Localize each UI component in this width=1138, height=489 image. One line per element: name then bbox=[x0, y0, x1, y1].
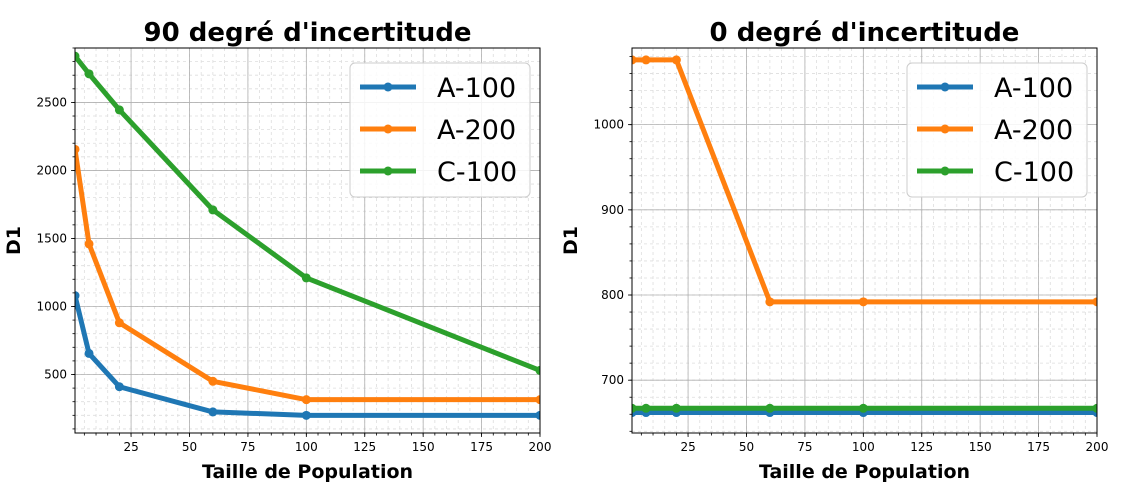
data-point-C-100 bbox=[301, 273, 311, 283]
chart-1: 25 50 75 100 125 150 175 200 500 1000 1500 2000 2500… bbox=[3, 18, 551, 483]
data-point-A-200 bbox=[641, 55, 651, 65]
data-point-A-100 bbox=[208, 407, 218, 417]
data-point-A-100 bbox=[84, 348, 94, 358]
legend: A-100 A-200 C-100 bbox=[349, 62, 531, 198]
series-group bbox=[632, 55, 1097, 418]
data-point-C-100 bbox=[208, 205, 218, 215]
legend-label: C-100 bbox=[994, 157, 1074, 188]
axes-frame bbox=[631, 47, 1098, 434]
x-tick-label: 200 bbox=[529, 440, 552, 454]
x-tick-label: 50 bbox=[739, 440, 754, 454]
data-point-C-100 bbox=[1092, 403, 1097, 413]
legend-label: A-200 bbox=[437, 115, 516, 146]
x-axis-label: Taille de Population bbox=[202, 461, 413, 483]
data-point-C-100 bbox=[641, 403, 651, 413]
series-group bbox=[75, 51, 540, 420]
data-point-A-100 bbox=[535, 410, 540, 420]
y-tick-label: 1500 bbox=[36, 231, 67, 245]
y-tick-label: 700 bbox=[601, 373, 624, 387]
data-point-A-200 bbox=[301, 395, 311, 405]
data-point-A-200 bbox=[84, 239, 94, 249]
x-tick-label: 175 bbox=[470, 440, 493, 454]
series-line-A-100 bbox=[75, 295, 540, 418]
legend-swatch-marker bbox=[940, 166, 950, 176]
data-point-A-200 bbox=[632, 55, 637, 65]
x-tick-label: 175 bbox=[1027, 440, 1050, 454]
legend-box bbox=[906, 62, 1088, 198]
data-point-A-200 bbox=[208, 376, 218, 386]
data-point-C-100 bbox=[84, 69, 94, 79]
data-point-C-100 bbox=[671, 403, 681, 413]
y-tick-label: 1000 bbox=[593, 118, 624, 132]
x-tick-label: 150 bbox=[969, 440, 992, 454]
chart-2: 25 50 75 100 125 150 175 200 700 800 900 1000 0 degr… bbox=[560, 18, 1108, 483]
y-tick-label: 800 bbox=[601, 288, 624, 302]
data-point-A-100 bbox=[75, 291, 80, 301]
minor-grid bbox=[632, 48, 1098, 433]
data-point-C-100 bbox=[632, 403, 637, 413]
data-point-C-100 bbox=[765, 403, 775, 413]
x-tick-label: 25 bbox=[123, 440, 138, 454]
data-point-A-100 bbox=[301, 410, 311, 420]
major-grid bbox=[75, 48, 541, 433]
data-point-A-200 bbox=[765, 297, 775, 307]
y-tick-label: 1000 bbox=[36, 299, 67, 313]
x-tick-label: 100 bbox=[852, 440, 875, 454]
data-point-A-200 bbox=[858, 297, 868, 307]
legend-box bbox=[349, 62, 531, 198]
x-tick-label: 125 bbox=[353, 440, 376, 454]
x-tick-label: 100 bbox=[295, 440, 318, 454]
x-tick-label: 200 bbox=[1086, 440, 1109, 454]
data-point-A-200 bbox=[535, 395, 540, 405]
legend-swatch-marker bbox=[383, 82, 393, 92]
data-point-C-100 bbox=[858, 403, 868, 413]
axes-frame bbox=[74, 47, 541, 434]
x-tick-label: 150 bbox=[412, 440, 435, 454]
legend-label: C-100 bbox=[437, 157, 517, 188]
legend-swatch-marker bbox=[940, 124, 950, 134]
data-point-A-100 bbox=[114, 382, 124, 392]
data-point-A-200 bbox=[75, 144, 80, 154]
chart-title: 90 degré d'incertitude bbox=[144, 18, 472, 48]
series-line-A-200 bbox=[75, 148, 540, 403]
x-axis-label: Taille de Population bbox=[759, 461, 970, 483]
x-tick-label: 25 bbox=[680, 440, 695, 454]
y-tick-label: 2500 bbox=[36, 95, 67, 109]
legend-swatch-marker bbox=[940, 82, 950, 92]
x-tick-label: 75 bbox=[240, 440, 255, 454]
y-tick-label: 2000 bbox=[36, 163, 67, 177]
x-tick-label: 125 bbox=[910, 440, 933, 454]
data-point-C-100 bbox=[75, 51, 80, 61]
y-tick-label: 500 bbox=[44, 368, 67, 382]
legend-swatch-marker bbox=[383, 124, 393, 134]
y-axis-label: D1 bbox=[3, 226, 25, 255]
legend-label: A-100 bbox=[994, 73, 1073, 104]
y-tick-label: 900 bbox=[601, 203, 624, 217]
data-point-A-200 bbox=[1092, 297, 1097, 307]
x-tick-label: 50 bbox=[182, 440, 197, 454]
legend-swatch-marker bbox=[383, 166, 393, 176]
chart-title: 0 degré d'incertitude bbox=[710, 18, 1020, 48]
data-point-C-100 bbox=[114, 105, 124, 115]
legend: A-100 A-200 C-100 bbox=[906, 62, 1088, 198]
legend-label: A-200 bbox=[994, 115, 1073, 146]
data-point-A-200 bbox=[671, 55, 681, 65]
data-point-C-100 bbox=[535, 365, 540, 375]
x-tick-label: 75 bbox=[797, 440, 812, 454]
data-point-A-200 bbox=[114, 318, 124, 328]
legend-label: A-100 bbox=[437, 73, 516, 104]
y-axis-label: D1 bbox=[560, 226, 582, 255]
